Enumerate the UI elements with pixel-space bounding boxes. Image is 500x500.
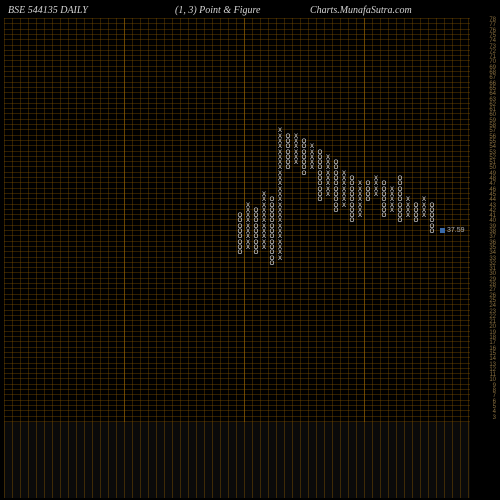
pnf-cell: O (284, 166, 292, 171)
pnf-cell: O (348, 219, 356, 224)
pnf-cell: O (380, 214, 388, 219)
pnf-cell: X (388, 209, 396, 214)
pnf-plot: OOOOOOOOXXXXXXXXXOOOOOOOOOXXXXXXXXXXXOOO… (4, 18, 470, 422)
pnf-cell: O (396, 219, 404, 224)
pnf-cell: O (252, 251, 260, 256)
pnf-cell: X (276, 257, 284, 262)
pnf-cell: X (260, 246, 268, 251)
symbol-label: BSE 544135 DAILY (8, 5, 88, 16)
pnf-cell: X (340, 204, 348, 209)
pnf-cell: X (372, 193, 380, 198)
price-marker-value: 37.59 (447, 227, 465, 234)
pnf-cell: X (356, 214, 364, 219)
pnf-cell: X (324, 193, 332, 198)
pnf-cell: X (420, 214, 428, 219)
bottom-panel (4, 422, 470, 498)
price-marker: 37.59 (440, 227, 465, 234)
pnf-cell: O (428, 230, 436, 235)
settings-label: (1, 3) Point & Figure (175, 5, 260, 16)
y-axis: 7877767574737271706968676665646362616059… (472, 18, 498, 422)
pnf-cell: X (308, 166, 316, 171)
source-label: Charts.MunafaSutra.com (310, 5, 412, 16)
pnf-cell: X (292, 161, 300, 166)
pnf-cell: O (300, 172, 308, 177)
chart-header: BSE 544135 DAILY (1, 3) Point & Figure C… (0, 2, 500, 18)
pnf-cell: O (268, 262, 276, 267)
y-axis-label: 3 (493, 416, 496, 421)
pnf-cell: O (236, 251, 244, 256)
price-marker-icon (440, 228, 445, 233)
pnf-cell: X (404, 214, 412, 219)
pnf-cell: X (244, 246, 252, 251)
pnf-cell: O (412, 219, 420, 224)
pnf-cell: O (364, 198, 372, 203)
pnf-cell: O (332, 209, 340, 214)
pnf-cell: O (316, 198, 324, 203)
